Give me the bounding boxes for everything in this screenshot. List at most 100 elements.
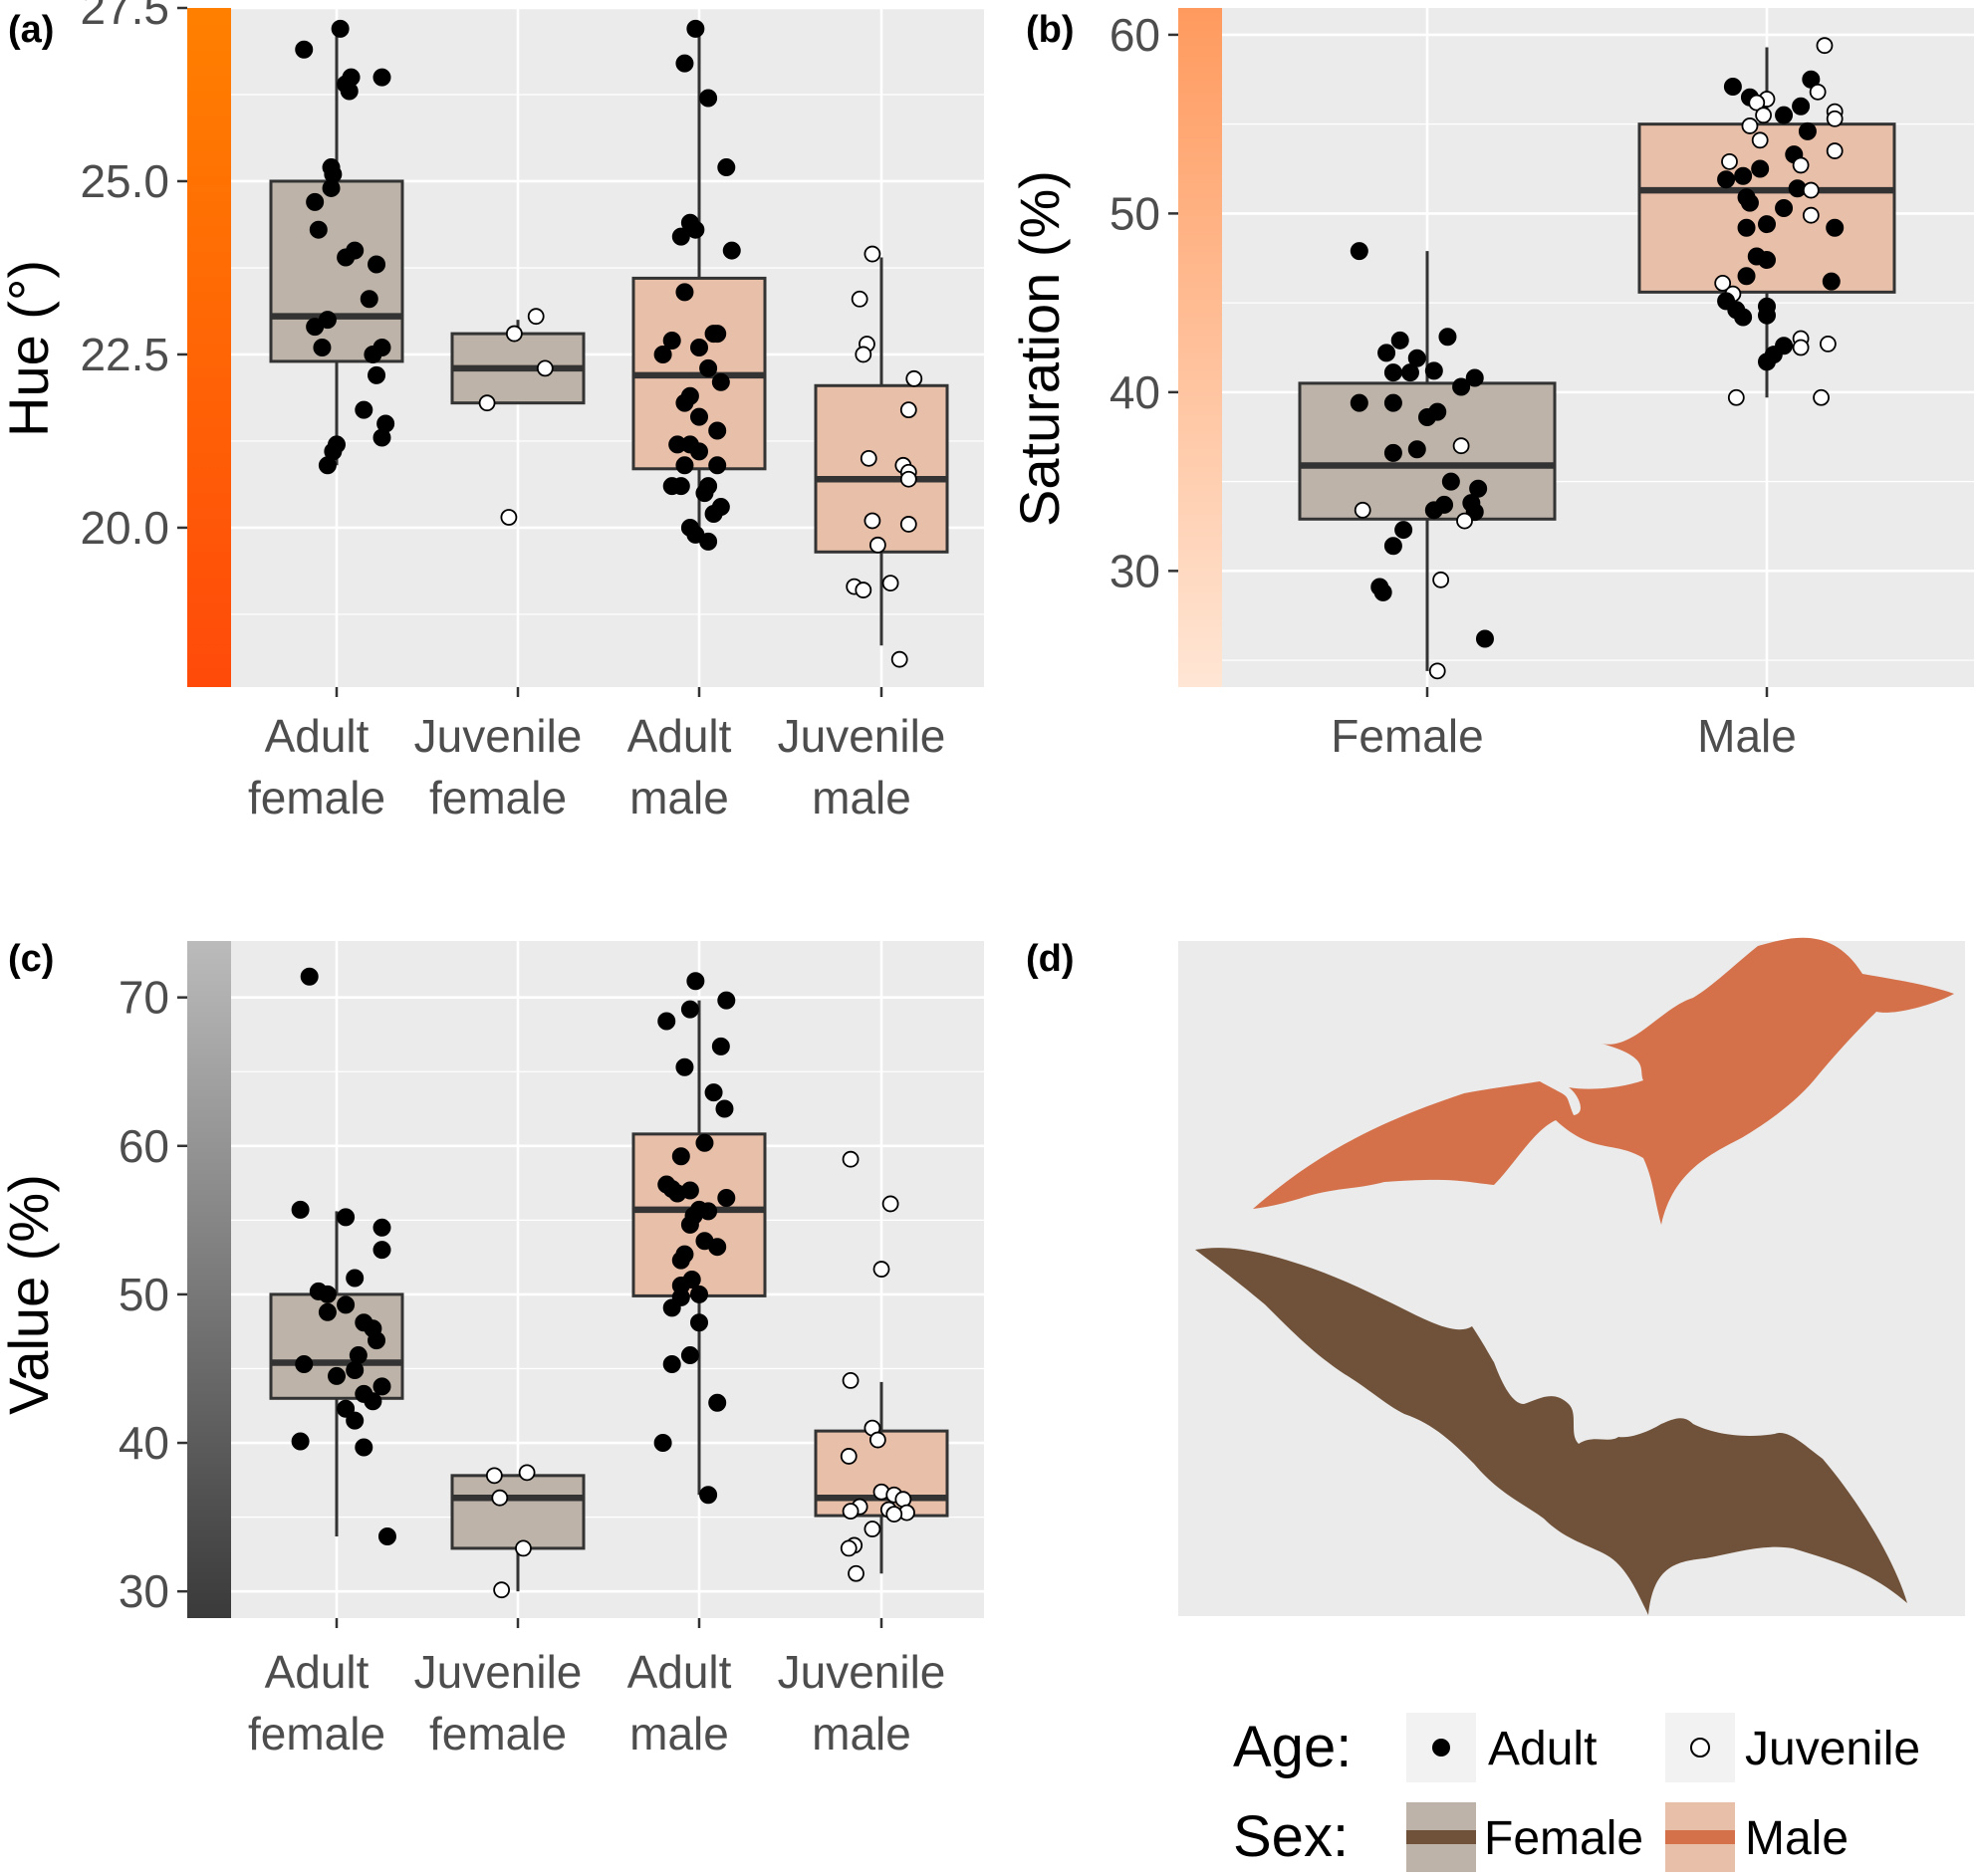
adult-data-point: [364, 1392, 382, 1411]
x-tick-label: Juvenile: [414, 1646, 583, 1698]
adult-data-point: [372, 1377, 391, 1396]
x-tick-label: female: [248, 1708, 385, 1759]
adult-data-point: [708, 421, 727, 440]
boxplot-group-juvenile-male: [814, 1150, 949, 1582]
x-tick-label: Adult: [265, 1646, 370, 1698]
adult-data-point: [711, 372, 730, 391]
color-scale-bar: [1178, 8, 1222, 687]
adult-data-point: [318, 456, 337, 475]
adult-data-point: [355, 400, 373, 419]
adult-data-point: [291, 1432, 310, 1451]
y-tick-label: 30: [1110, 545, 1160, 596]
adult-point-icon: [1432, 1739, 1450, 1757]
juvenile-data-point: [899, 516, 917, 533]
x-tick-label: Juvenile: [414, 710, 583, 762]
adult-data-point: [695, 484, 714, 503]
adult-data-point: [1826, 218, 1845, 237]
adult-data-point: [680, 1215, 699, 1234]
adult-data-point: [1383, 363, 1402, 382]
y-tick-label: 22.5: [80, 329, 169, 380]
color-scale-bar: [187, 941, 231, 1618]
panel-label-a: (a): [8, 9, 54, 51]
juvenile-data-point: [1432, 571, 1450, 588]
y-tick-label: 50: [119, 1269, 169, 1320]
adult-data-point: [708, 456, 727, 475]
legend-female-label: Female: [1484, 1812, 1643, 1865]
juvenile-data-point: [485, 1467, 503, 1485]
juvenile-data-point: [1792, 339, 1810, 356]
adult-data-point: [699, 532, 718, 551]
adult-data-point: [1350, 242, 1368, 261]
adult-data-point: [695, 1133, 714, 1152]
adult-data-point: [704, 1083, 723, 1102]
juvenile-data-point: [881, 575, 899, 592]
adult-data-point: [337, 248, 356, 267]
adult-data-point: [1758, 251, 1776, 270]
adult-data-point: [671, 227, 690, 246]
adult-data-point: [715, 1099, 734, 1118]
adult-data-point: [1734, 308, 1753, 327]
adult-data-point: [717, 158, 736, 177]
adult-data-point: [662, 1298, 681, 1317]
juvenile-data-point: [518, 1464, 536, 1482]
juvenile-data-point: [1826, 142, 1844, 159]
adult-data-point: [671, 1251, 690, 1270]
adult-data-point: [704, 325, 723, 344]
boxplot-group-juvenile-female: [450, 308, 586, 526]
adult-data-point: [1407, 440, 1426, 459]
boxplot-group-juvenile-male: [814, 245, 949, 668]
juvenile-data-point: [1428, 662, 1446, 680]
adult-data-point: [1717, 170, 1736, 189]
adult-data-point: [1465, 368, 1484, 387]
adult-data-point: [675, 456, 694, 475]
adult-data-point: [675, 54, 694, 73]
adult-data-point: [1438, 328, 1457, 347]
adult-data-point: [346, 1269, 365, 1288]
y-tick-label: 20.0: [80, 502, 169, 554]
juvenile-data-point: [872, 1261, 890, 1278]
adult-data-point: [722, 241, 741, 260]
juvenile-data-point: [848, 1564, 864, 1582]
y-tick-label: 30: [119, 1565, 169, 1617]
juvenile-data-point: [855, 346, 872, 363]
x-tick-label: Adult: [627, 1646, 732, 1698]
y-tick-label: 27.5: [80, 0, 169, 34]
color-scale-bar: [187, 8, 231, 687]
adult-data-point: [1400, 363, 1419, 382]
adult-data-point: [1383, 393, 1402, 412]
boxplot-group-female: [1298, 242, 1557, 680]
adult-data-point: [1737, 218, 1756, 237]
boxplot-group-adult-male: [631, 19, 767, 551]
adult-data-point: [1798, 121, 1817, 140]
adult-data-point: [653, 1434, 672, 1453]
adult-data-point: [364, 345, 382, 363]
y-tick-label: 60: [1110, 9, 1160, 61]
juvenile-data-point: [1826, 110, 1844, 127]
juvenile-data-point: [1741, 117, 1759, 134]
juvenile-data-point: [1748, 94, 1766, 112]
adult-data-point: [1418, 407, 1436, 426]
adult-data-point: [355, 1438, 373, 1457]
adult-data-point: [346, 1411, 365, 1430]
adult-data-point: [1822, 272, 1841, 291]
adult-data-point: [1751, 159, 1770, 178]
adult-data-point: [671, 1147, 690, 1166]
x-tick-label: Female: [1331, 710, 1483, 762]
adult-data-point: [368, 365, 386, 384]
adult-data-point: [704, 505, 723, 524]
adult-data-point: [686, 972, 705, 991]
y-tick-label: 40: [1110, 366, 1160, 418]
adult-data-point: [1390, 331, 1409, 350]
adult-data-point: [708, 1393, 727, 1412]
adult-data-point: [372, 68, 391, 87]
adult-data-point: [662, 1355, 681, 1373]
adult-data-point: [306, 318, 325, 337]
box-iqr: [1298, 381, 1557, 521]
x-tick-label: female: [429, 772, 567, 823]
adult-data-point: [686, 220, 705, 239]
juvenile-data-point: [864, 512, 881, 530]
juvenile-data-point: [1354, 501, 1371, 519]
bat-male-icon: [1253, 937, 1954, 1225]
adult-data-point: [328, 1366, 346, 1385]
adult-data-point: [657, 1012, 676, 1031]
